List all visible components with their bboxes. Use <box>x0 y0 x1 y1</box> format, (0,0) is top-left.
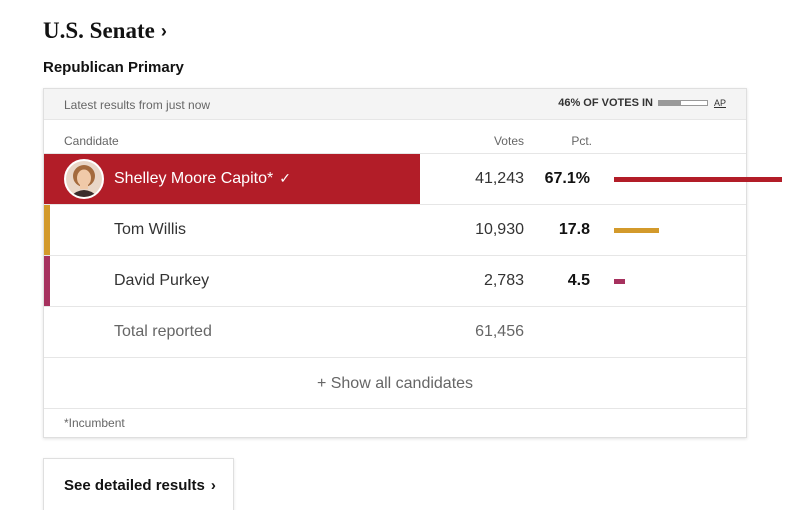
show-all-candidates-button[interactable]: + Show all candidates <box>44 357 746 409</box>
candidate-avatar <box>64 159 104 199</box>
candidate-pct: 67.1% <box>544 170 590 187</box>
detail-button-label: See detailed results <box>64 477 205 494</box>
candidate-name: David Purkey <box>114 272 210 289</box>
race-title[interactable]: U.S. Senate › <box>43 18 167 44</box>
total-votes: 61,456 <box>475 323 524 340</box>
checkmark-icon: ✓ <box>279 170 291 186</box>
reporting-label: 46% OF VOTES IN <box>558 97 653 109</box>
candidate-votes: 2,783 <box>483 272 524 289</box>
candidate-pct-bar <box>614 228 659 233</box>
reporting-progress-fill <box>658 101 682 105</box>
race-subtitle: Republican Primary <box>43 59 184 76</box>
candidate-pct: 17.8 <box>558 221 590 238</box>
candidate-pct-bar <box>614 177 782 182</box>
latest-results-text: Latest results from just now <box>64 98 211 112</box>
chevron-right-icon: › <box>210 477 216 494</box>
reporting-progress-bar <box>657 100 708 106</box>
candidate-votes: 10,930 <box>475 221 524 238</box>
total-label: Total reported <box>114 323 212 340</box>
candidate-name: Shelley Moore Capito* ✓ <box>114 170 291 188</box>
column-header-votes: Votes <box>493 134 524 148</box>
column-header-pct: Pct. <box>571 134 592 148</box>
race-title-text[interactable]: U.S. Senate <box>43 18 155 43</box>
party-accent-bar <box>44 205 50 255</box>
party-accent-bar <box>44 256 50 306</box>
see-detailed-results-button[interactable]: See detailed results › <box>43 458 234 510</box>
source-link[interactable]: AP <box>713 98 726 108</box>
results-status-bar: Latest results from just now 46% OF VOTE… <box>44 89 746 120</box>
candidate-row: Tom Willis 10,930 17.8 <box>44 204 746 255</box>
incumbent-footnote: *Incumbent <box>44 408 746 437</box>
candidate-name-text: Shelley Moore Capito* <box>114 170 274 187</box>
winner-highlight <box>44 154 420 204</box>
reporting-indicator: 46% OF VOTES IN AP <box>558 97 726 109</box>
candidate-name: Tom Willis <box>114 221 186 238</box>
chevron-right-icon[interactable]: › <box>160 20 167 41</box>
column-header-candidate: Candidate <box>64 134 119 148</box>
candidate-pct-bar <box>614 279 626 284</box>
candidate-row: Shelley Moore Capito* ✓ 41,243 67.1% <box>44 153 782 204</box>
total-row: Total reported 61,456 <box>44 306 746 357</box>
results-card: Latest results from just now 46% OF VOTE… <box>43 88 782 438</box>
candidate-pct: 4.5 <box>567 272 590 289</box>
candidate-votes: 41,243 <box>475 170 524 187</box>
candidate-row: David Purkey 2,783 4.5 <box>44 255 746 306</box>
